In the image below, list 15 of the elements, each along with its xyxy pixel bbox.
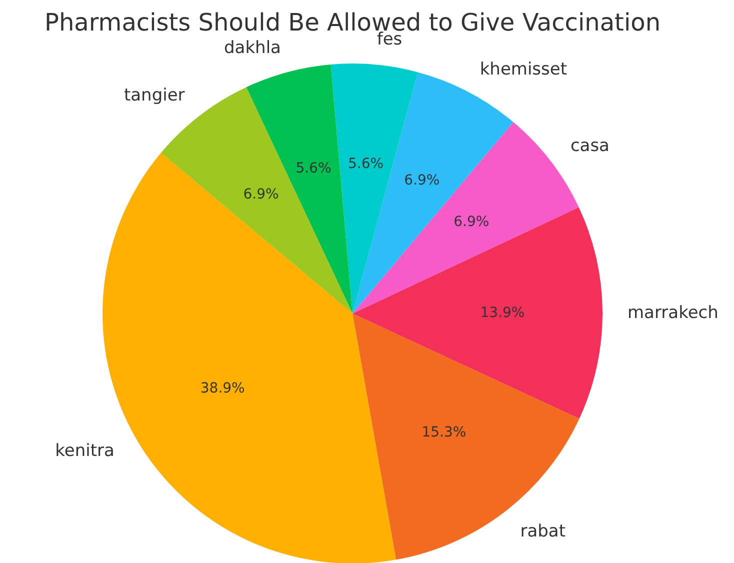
slice-label: kenitra — [55, 441, 114, 462]
data-label: 5.6% — [296, 160, 332, 177]
data-label: 5.6% — [348, 156, 384, 172]
data-label: 6.9% — [454, 214, 490, 230]
data-label: 6.9% — [243, 186, 279, 203]
slice-label: marrakech — [628, 302, 718, 323]
slice-label: rabat — [520, 521, 566, 542]
data-label: 15.3% — [422, 424, 466, 440]
data-label: 6.9% — [404, 172, 440, 189]
data-label: 38.9% — [200, 380, 245, 397]
slice-label: dakhla — [224, 38, 281, 58]
slice-label: casa — [570, 136, 610, 156]
slice-label: tangier — [124, 86, 185, 106]
data-label: 13.9% — [480, 305, 525, 322]
slice-label: khemisset — [480, 60, 568, 80]
